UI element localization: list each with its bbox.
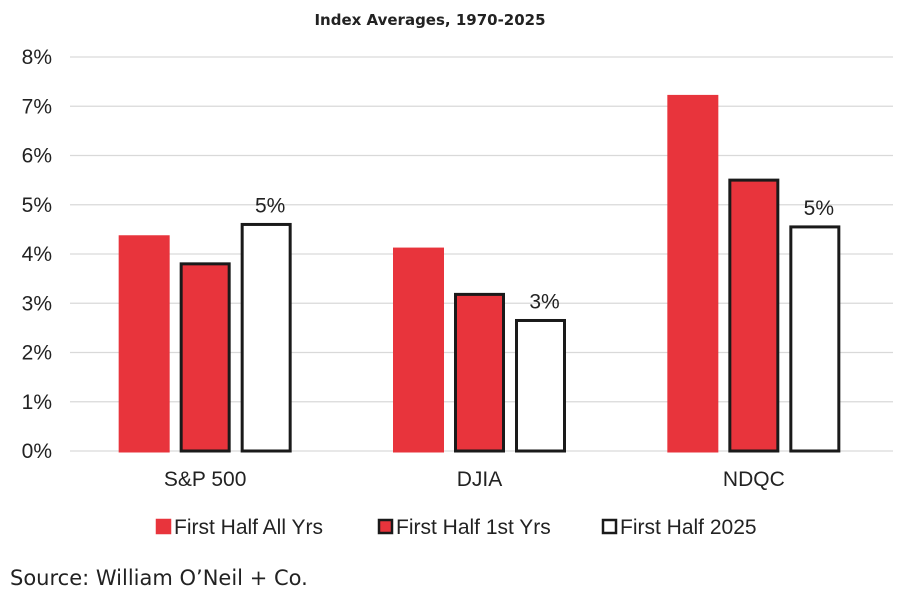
bars: [118, 94, 841, 453]
bar: [515, 318, 566, 453]
legend-swatch: [155, 518, 172, 535]
y-tick-label: 0%: [22, 440, 52, 463]
bar: [393, 247, 444, 453]
bar: [240, 222, 292, 453]
y-axis-ticks: 0% 1% 2% 3% 4% 5% 6% 7% 8%: [22, 46, 52, 463]
bar: [728, 178, 780, 453]
y-tick-label: 4%: [22, 243, 52, 266]
bar: [667, 94, 719, 453]
x-axis-categories: S&P 500 DJIA NDQC: [164, 468, 785, 491]
bar: [454, 292, 505, 453]
bar: [789, 225, 841, 453]
source-note: Source: William O’Neil + Co.: [10, 566, 308, 590]
legend-swatch: [601, 518, 618, 535]
data-label: 3%: [529, 290, 559, 313]
legend-label: First Half All Yrs: [174, 516, 323, 539]
legend-swatch: [377, 518, 394, 535]
chart-title: Index Averages, 1970-2025: [314, 11, 545, 29]
x-category-label: DJIA: [457, 468, 503, 491]
bar: [118, 235, 170, 453]
y-tick-label: 8%: [22, 46, 52, 69]
y-tick-label: 2%: [22, 342, 52, 365]
bar: [179, 262, 231, 453]
y-tick-label: 6%: [22, 145, 52, 168]
legend: First Half All Yrs First Half 1st Yrs Firs…: [155, 516, 757, 539]
y-tick-label: 7%: [22, 95, 52, 118]
y-tick-label: 1%: [22, 391, 52, 414]
legend-label: First Half 2025: [620, 516, 757, 539]
legend-label: First Half 1st Yrs: [396, 516, 551, 539]
data-label: 5%: [255, 194, 285, 217]
data-label: 5%: [804, 197, 834, 220]
data-labels: 5% 3% 5%: [255, 194, 834, 313]
y-tick-label: 5%: [22, 194, 52, 217]
x-category-label: NDQC: [723, 468, 785, 491]
y-tick-label: 3%: [22, 292, 52, 315]
x-category-label: S&P 500: [164, 468, 247, 491]
